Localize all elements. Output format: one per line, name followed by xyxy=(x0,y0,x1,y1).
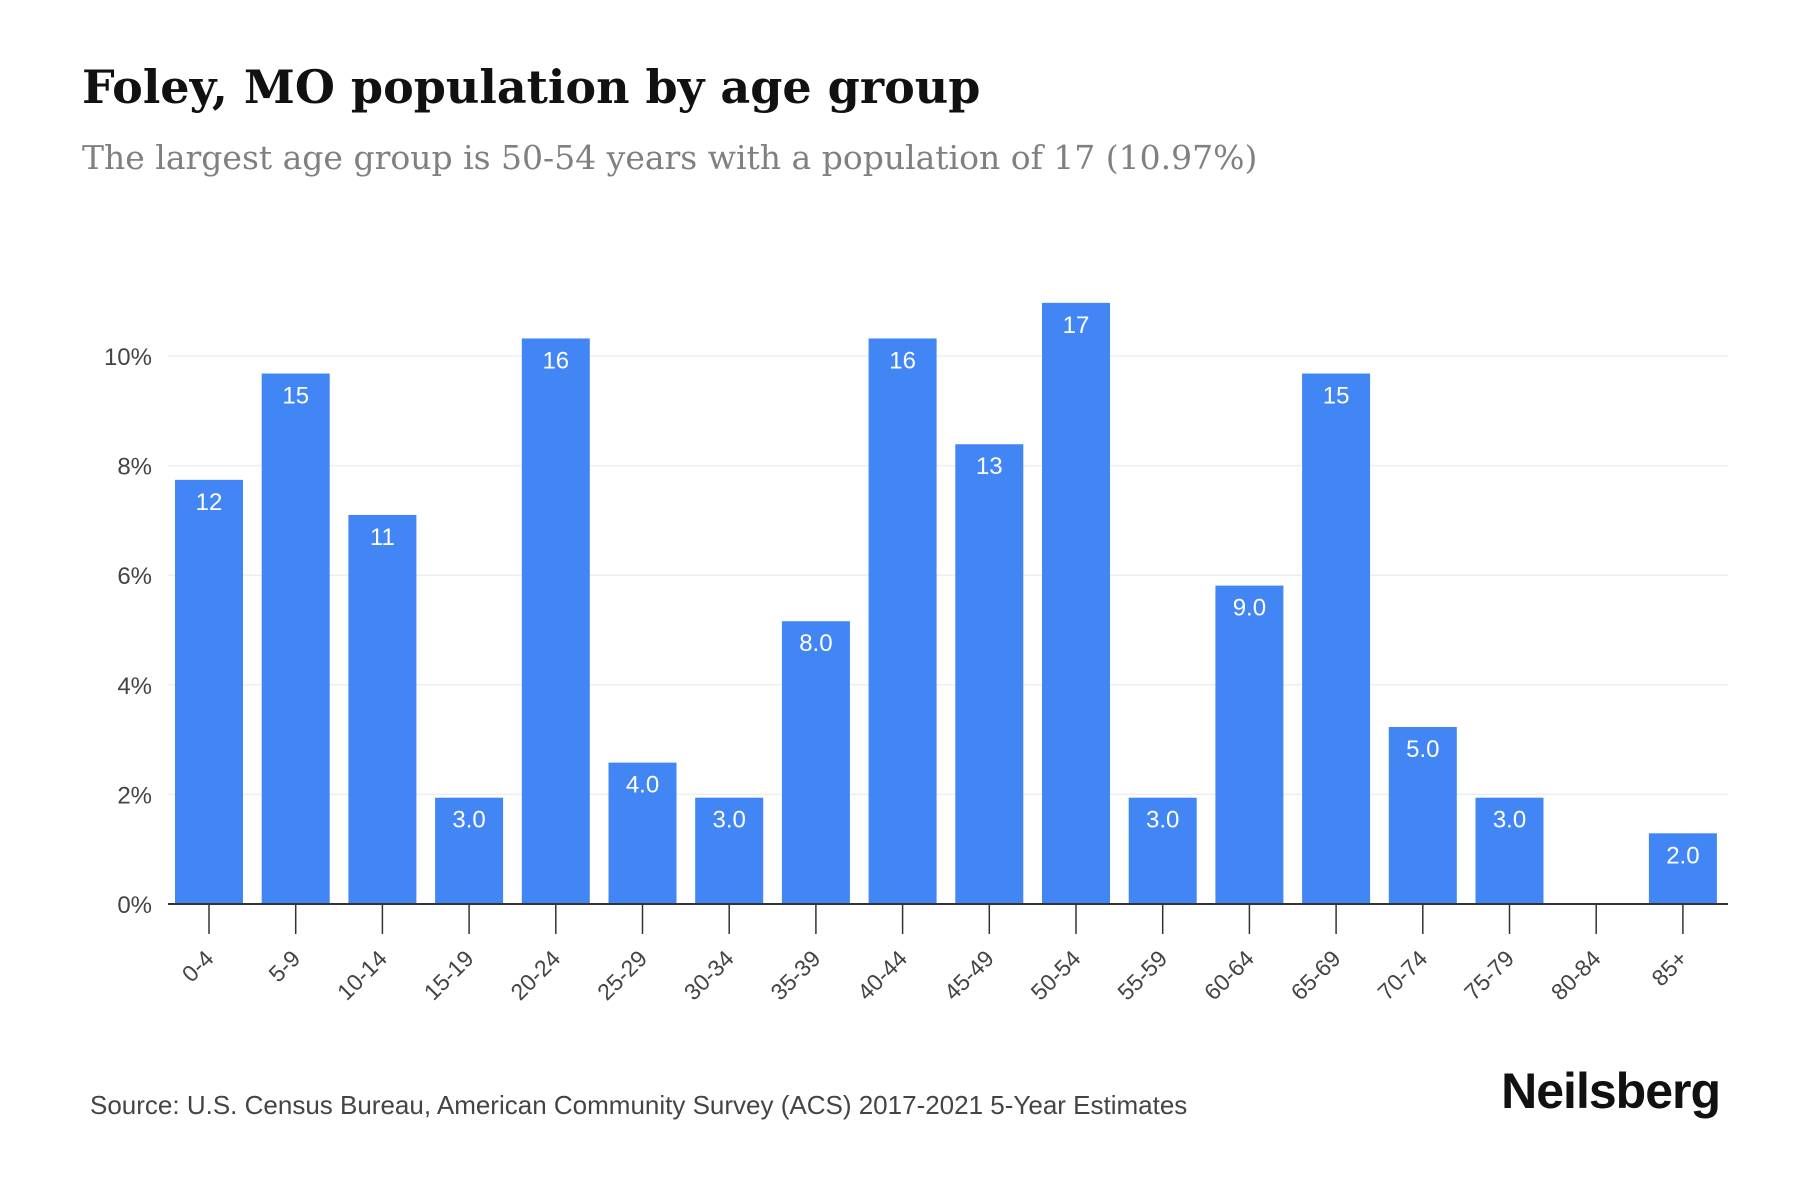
bar-data-label: 3.0 xyxy=(713,807,746,834)
x-tick-label: 25-29 xyxy=(592,945,652,1005)
x-axis-ticks: 0-4 5-9 10-14 15-19 20-24 25-29 30-34 35-39 40-4… xyxy=(177,904,1692,1005)
bar-data-label: 2.0 xyxy=(1666,842,1699,869)
bar-data-label: 15 xyxy=(282,383,309,410)
x-tick-label: 80-84 xyxy=(1546,945,1606,1005)
x-tick-label: 15-19 xyxy=(419,945,479,1005)
bar-data-label: 3.0 xyxy=(1493,807,1526,834)
y-tick-label: 6% xyxy=(117,563,152,590)
bar-data-labels: 12 15 11 3.0 16 4.0 3.0 8.0 16 13 17 3.0 9.0 15 5.0 3.0… xyxy=(196,312,1700,869)
x-tick-label: 0-4 xyxy=(177,945,219,987)
bar-40-44 xyxy=(868,338,937,904)
y-tick-label: 10% xyxy=(104,344,152,371)
x-tick-label: 45-49 xyxy=(939,945,999,1005)
gridlines xyxy=(168,355,1728,796)
bar-data-label: 16 xyxy=(889,347,916,374)
bar-data-label: 9.0 xyxy=(1233,595,1266,622)
chart-title: Foley, MO population by age group xyxy=(82,60,981,114)
x-tick-label: 40-44 xyxy=(852,945,912,1005)
bar-0-4 xyxy=(175,479,243,904)
x-tick-label: 65-69 xyxy=(1286,945,1346,1005)
bar-30-34 xyxy=(695,797,764,904)
x-tick-label: 85+ xyxy=(1646,945,1692,991)
brand-logo: Neilsberg xyxy=(1501,1063,1721,1119)
chart-subtitle: The largest age group is 50-54 years wit… xyxy=(82,138,1258,177)
bar-data-label: 8.0 xyxy=(799,630,832,657)
bar-data-label: 17 xyxy=(1063,312,1090,339)
bar-65-69 xyxy=(1302,373,1371,904)
bar-55-59 xyxy=(1128,797,1197,904)
bar-data-label: 3.0 xyxy=(1146,807,1179,834)
bar-85+ xyxy=(1648,833,1717,904)
x-tick-label: 60-64 xyxy=(1199,945,1259,1005)
x-tick-label: 55-59 xyxy=(1112,945,1172,1005)
bar-50-54 xyxy=(1042,302,1110,904)
x-tick-label: 35-39 xyxy=(765,945,825,1005)
bar-data-label: 4.0 xyxy=(626,772,659,799)
x-tick-label: 20-24 xyxy=(505,945,565,1005)
y-axis-ticks: 0% 2% 4% 6% 8% 10% xyxy=(104,344,152,919)
bar-data-label: 13 xyxy=(976,453,1003,480)
y-tick-label: 0% xyxy=(117,892,152,919)
bars xyxy=(175,302,1717,904)
bar-chart: 0% 2% 4% 6% 8% 10% 12 15 11 3.0 16 4.0 3.0 8.0 16 13 17… xyxy=(104,302,1728,1005)
bar-60-64 xyxy=(1215,585,1284,904)
bar-5-9 xyxy=(261,373,330,904)
bar-15-19 xyxy=(435,797,504,904)
bar-data-label: 5.0 xyxy=(1406,736,1439,763)
bar-10-14 xyxy=(348,514,417,904)
bar-data-label: 15 xyxy=(1323,383,1350,410)
bar-25-29 xyxy=(608,762,677,904)
x-tick-label: 30-34 xyxy=(679,945,739,1005)
bar-75-79 xyxy=(1475,797,1544,904)
x-tick-label: 75-79 xyxy=(1459,945,1519,1005)
bar-35-39 xyxy=(781,621,850,904)
bar-data-label: 16 xyxy=(542,347,569,374)
bar-70-74 xyxy=(1388,726,1457,904)
y-tick-label: 4% xyxy=(117,673,152,700)
x-tick-label: 10-14 xyxy=(332,945,392,1005)
source-note: Source: U.S. Census Bureau, American Com… xyxy=(90,1090,1188,1120)
bar-data-label: 3.0 xyxy=(452,807,485,834)
bar-45-49 xyxy=(955,444,1024,904)
bar-data-label: 11 xyxy=(370,524,395,551)
x-tick-label: 50-54 xyxy=(1026,945,1086,1005)
bar-data-label: 12 xyxy=(196,489,223,516)
x-tick-label: 5-9 xyxy=(263,945,305,987)
x-tick-label: 70-74 xyxy=(1372,945,1432,1005)
y-tick-label: 2% xyxy=(117,782,152,809)
y-tick-label: 8% xyxy=(117,454,152,481)
bar-20-24 xyxy=(521,338,590,904)
